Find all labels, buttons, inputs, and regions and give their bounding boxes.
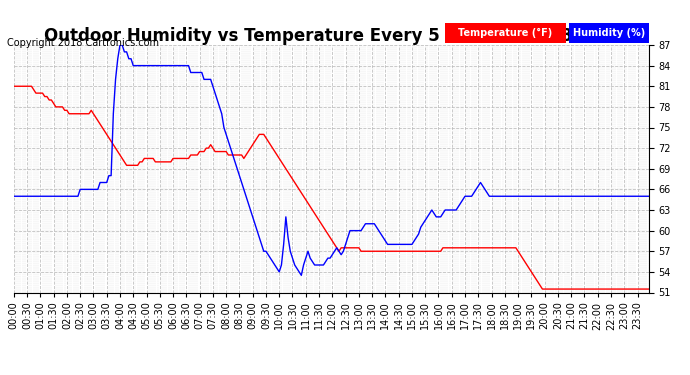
Text: Copyright 2018 Cartronics.com: Copyright 2018 Cartronics.com bbox=[7, 38, 159, 48]
Text: Temperature (°F): Temperature (°F) bbox=[458, 28, 553, 38]
Title: Outdoor Humidity vs Temperature Every 5 Minutes 20180921: Outdoor Humidity vs Temperature Every 5 … bbox=[44, 27, 618, 45]
Text: Humidity (%): Humidity (%) bbox=[573, 28, 645, 38]
